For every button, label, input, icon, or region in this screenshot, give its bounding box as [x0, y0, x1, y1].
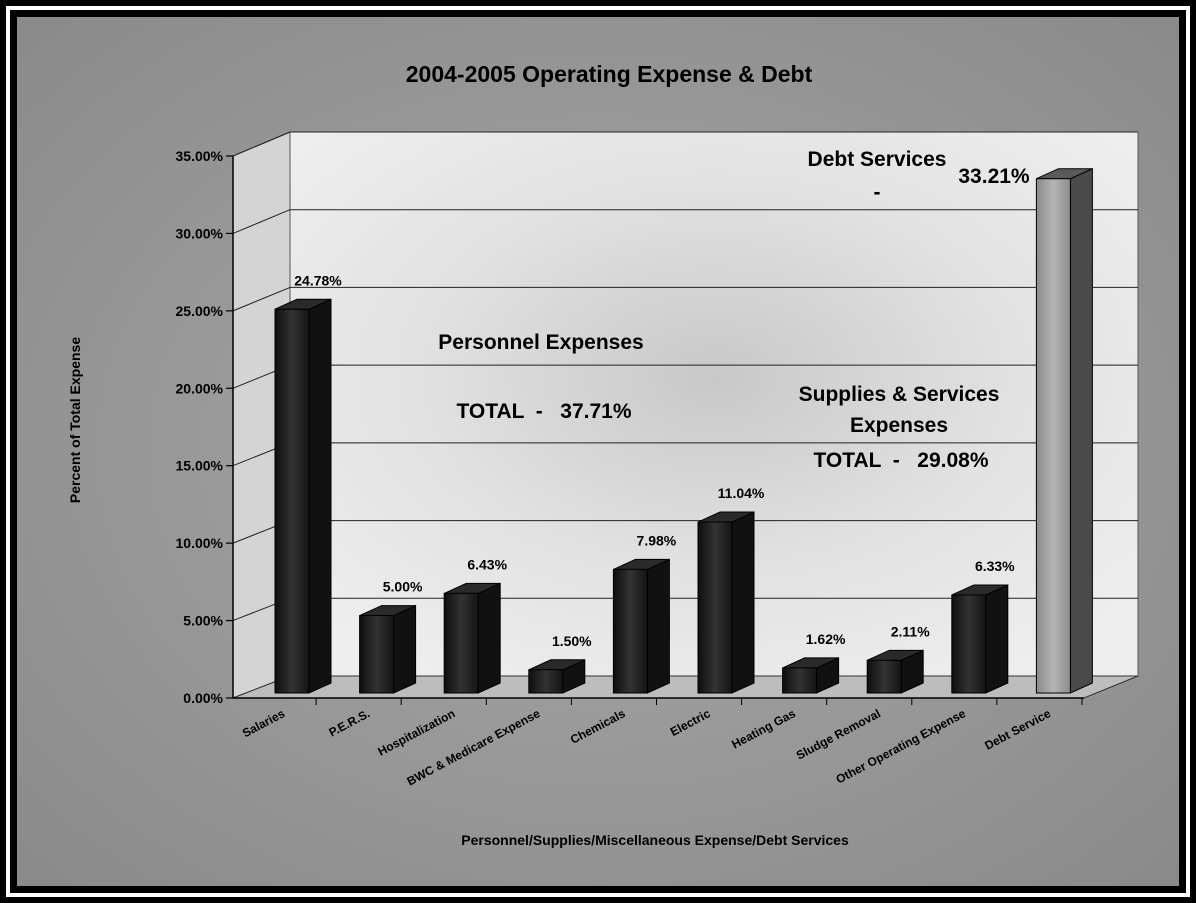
y-tick-label: 20.00%: [176, 380, 224, 396]
bar-front: [359, 615, 395, 694]
bar-front: [951, 594, 987, 694]
bar-hospitalization: [443, 582, 501, 694]
value-label: 2.11%: [891, 623, 930, 639]
bar-salaries: [274, 298, 332, 694]
gridline-side: [232, 131, 291, 157]
supplies-services-total: TOTAL - 29.08%: [813, 449, 988, 472]
gridline-side: [232, 286, 291, 312]
y-tick-label: 15.00%: [176, 458, 224, 474]
bar-debt-service: [1035, 167, 1093, 694]
bar-front: [782, 667, 818, 694]
value-label: 6.43%: [467, 556, 507, 572]
y-axis-label: Percent of Total Expense: [67, 337, 83, 503]
bar-side: [308, 298, 332, 694]
y-tick-label: 5.00%: [183, 613, 223, 629]
bar-chemicals: [612, 558, 670, 694]
bar-electric: [697, 511, 755, 694]
bars: [274, 167, 1093, 694]
debt-services-dash: -: [874, 181, 881, 204]
personnel-expenses-title: Personnel Expenses: [438, 331, 643, 354]
gridline-side: [232, 209, 291, 234]
bar-side: [393, 604, 417, 694]
bar-side: [1069, 167, 1093, 694]
bar-front: [274, 308, 310, 694]
y-tick-label: 25.00%: [176, 303, 224, 319]
value-label: 6.33%: [975, 558, 1015, 574]
bar-p-e-r-s-: [359, 604, 417, 694]
value-label: 33.21%: [958, 165, 1030, 188]
bar-bwc-medicare-expense: [528, 658, 586, 694]
value-label: 11.04%: [718, 485, 765, 501]
y-tick-label: 35.00%: [176, 148, 224, 164]
bar-front: [1035, 178, 1071, 694]
y-tick-label: 30.00%: [176, 225, 224, 241]
value-label: 5.00%: [383, 579, 423, 595]
value-label: 24.78%: [294, 272, 342, 288]
value-label: 1.50%: [552, 633, 592, 649]
bar-side: [731, 511, 755, 694]
bar-side: [477, 582, 501, 694]
bar-side: [646, 558, 670, 694]
bar-front: [697, 521, 733, 694]
bar-front: [528, 669, 564, 694]
bar-other-operating-expense: [951, 584, 1009, 694]
personnel-total: TOTAL - 37.71%: [456, 400, 631, 423]
bar-front: [443, 592, 479, 694]
value-labels: 24.78% 5.00% 6.43% 1.50% 7.98% 11.04% 1.62% 2.1…: [294, 165, 1030, 649]
value-label: 7.98%: [637, 532, 677, 548]
supplies-services-title-line2: Expenses: [850, 414, 948, 437]
supplies-services-title-line1: Supplies & Services: [799, 383, 1000, 406]
value-label: 1.62%: [806, 631, 846, 647]
bar-front: [612, 568, 648, 694]
bar-side: [985, 584, 1009, 694]
bar-heating-gas: [782, 657, 840, 694]
x-axis-label: Personnel/Supplies/Miscellaneous Expense…: [461, 832, 849, 848]
bar-sludge-removal: [866, 649, 924, 694]
y-tick-label: 10.00%: [176, 535, 224, 551]
debt-services-title: Debt Services: [808, 148, 947, 171]
chart-title: 2004-2005 Operating Expense & Debt: [406, 61, 813, 87]
y-tick-label: 0.00%: [183, 690, 223, 706]
bar-front: [866, 659, 902, 694]
y-axis-ticks: 0.00% 5.00% 10.00% 15.00% 20.00% 25.00% 30.00%…: [176, 148, 233, 706]
